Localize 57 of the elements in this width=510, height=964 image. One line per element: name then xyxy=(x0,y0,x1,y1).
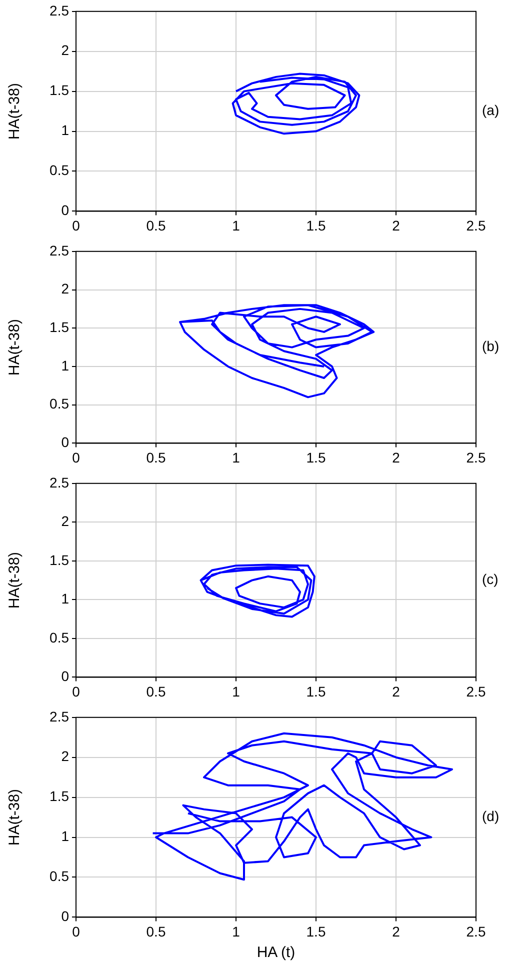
y-tick-label: 2 xyxy=(61,280,70,297)
x-tick-label: 2 xyxy=(392,217,400,234)
x-tick-label: 1.5 xyxy=(306,449,326,466)
x-tick-label: 1 xyxy=(232,449,240,466)
y-tick-label: 1 xyxy=(61,828,70,844)
y-tick-label: 1.5 xyxy=(50,318,70,335)
x-tick-label: 0 xyxy=(72,449,80,466)
text: (c) xyxy=(482,571,498,588)
y-tick-label: 2.5 xyxy=(50,474,70,490)
y-tick-label: 1 xyxy=(61,357,70,374)
y-axis-title: HA(t-38) xyxy=(6,552,24,609)
y-tick-label: 1.5 xyxy=(50,82,70,98)
x-tick-label: 0 xyxy=(72,217,80,234)
text: (a) xyxy=(482,102,500,118)
x-tick-label: 2 xyxy=(392,683,400,700)
x-tick-label: 2.5 xyxy=(466,923,486,940)
x-tick-label: 0.5 xyxy=(146,449,166,466)
x-tick-label: 1.5 xyxy=(306,683,326,700)
y-tick-label: 0 xyxy=(61,434,70,450)
x-tick-label: 0.5 xyxy=(146,683,166,700)
x-tick-label: 2.5 xyxy=(466,217,486,234)
x-tick-label: 1 xyxy=(232,217,240,234)
y-tick-label: 0.5 xyxy=(50,396,70,412)
y-axis-title: HA(t-38) xyxy=(6,788,24,846)
y-tick-label: 2.5 xyxy=(50,242,70,258)
x-tick-label: 1 xyxy=(232,923,240,940)
x-tick-label: 0 xyxy=(72,683,80,700)
x-tick-label: 0.5 xyxy=(146,217,166,234)
x-tick-label: 2 xyxy=(392,923,400,940)
y-tick-label: 1.5 xyxy=(50,552,70,568)
x-tick-label: 2.5 xyxy=(466,683,486,700)
x-tick-label: 0.5 xyxy=(146,923,166,940)
y-tick-label: 1 xyxy=(61,590,70,607)
y-tick-label: 2 xyxy=(61,748,70,764)
text: (b) xyxy=(482,338,500,354)
y-tick-label: 0 xyxy=(61,202,70,218)
x-tick-label: 1 xyxy=(232,683,240,700)
x-tick-label: 1.5 xyxy=(306,217,326,234)
y-tick-label: 2 xyxy=(61,513,70,530)
y-tick-label: 1.5 xyxy=(50,788,70,804)
y-tick-label: 0 xyxy=(61,668,70,684)
y-axis-title: HA(t-38) xyxy=(6,82,24,140)
y-tick-label: 0.5 xyxy=(50,162,70,178)
x-axis-title: HA (t) xyxy=(256,944,296,962)
y-tick-label: 2 xyxy=(61,42,70,58)
x-tick-label: 2 xyxy=(392,449,400,466)
y-tick-label: 0 xyxy=(61,908,70,924)
y-axis-title: HA(t-38) xyxy=(6,318,24,376)
y-tick-label: 1 xyxy=(61,122,70,138)
y-tick-label: 0.5 xyxy=(50,629,70,646)
text: (d) xyxy=(482,808,500,824)
x-tick-label: 0 xyxy=(72,923,80,940)
y-tick-label: 0.5 xyxy=(50,868,70,884)
x-tick-label: 1.5 xyxy=(306,923,326,940)
y-tick-label: 2.5 xyxy=(50,708,70,724)
y-tick-label: 2.5 xyxy=(50,2,70,18)
x-tick-label: 2.5 xyxy=(466,449,486,466)
